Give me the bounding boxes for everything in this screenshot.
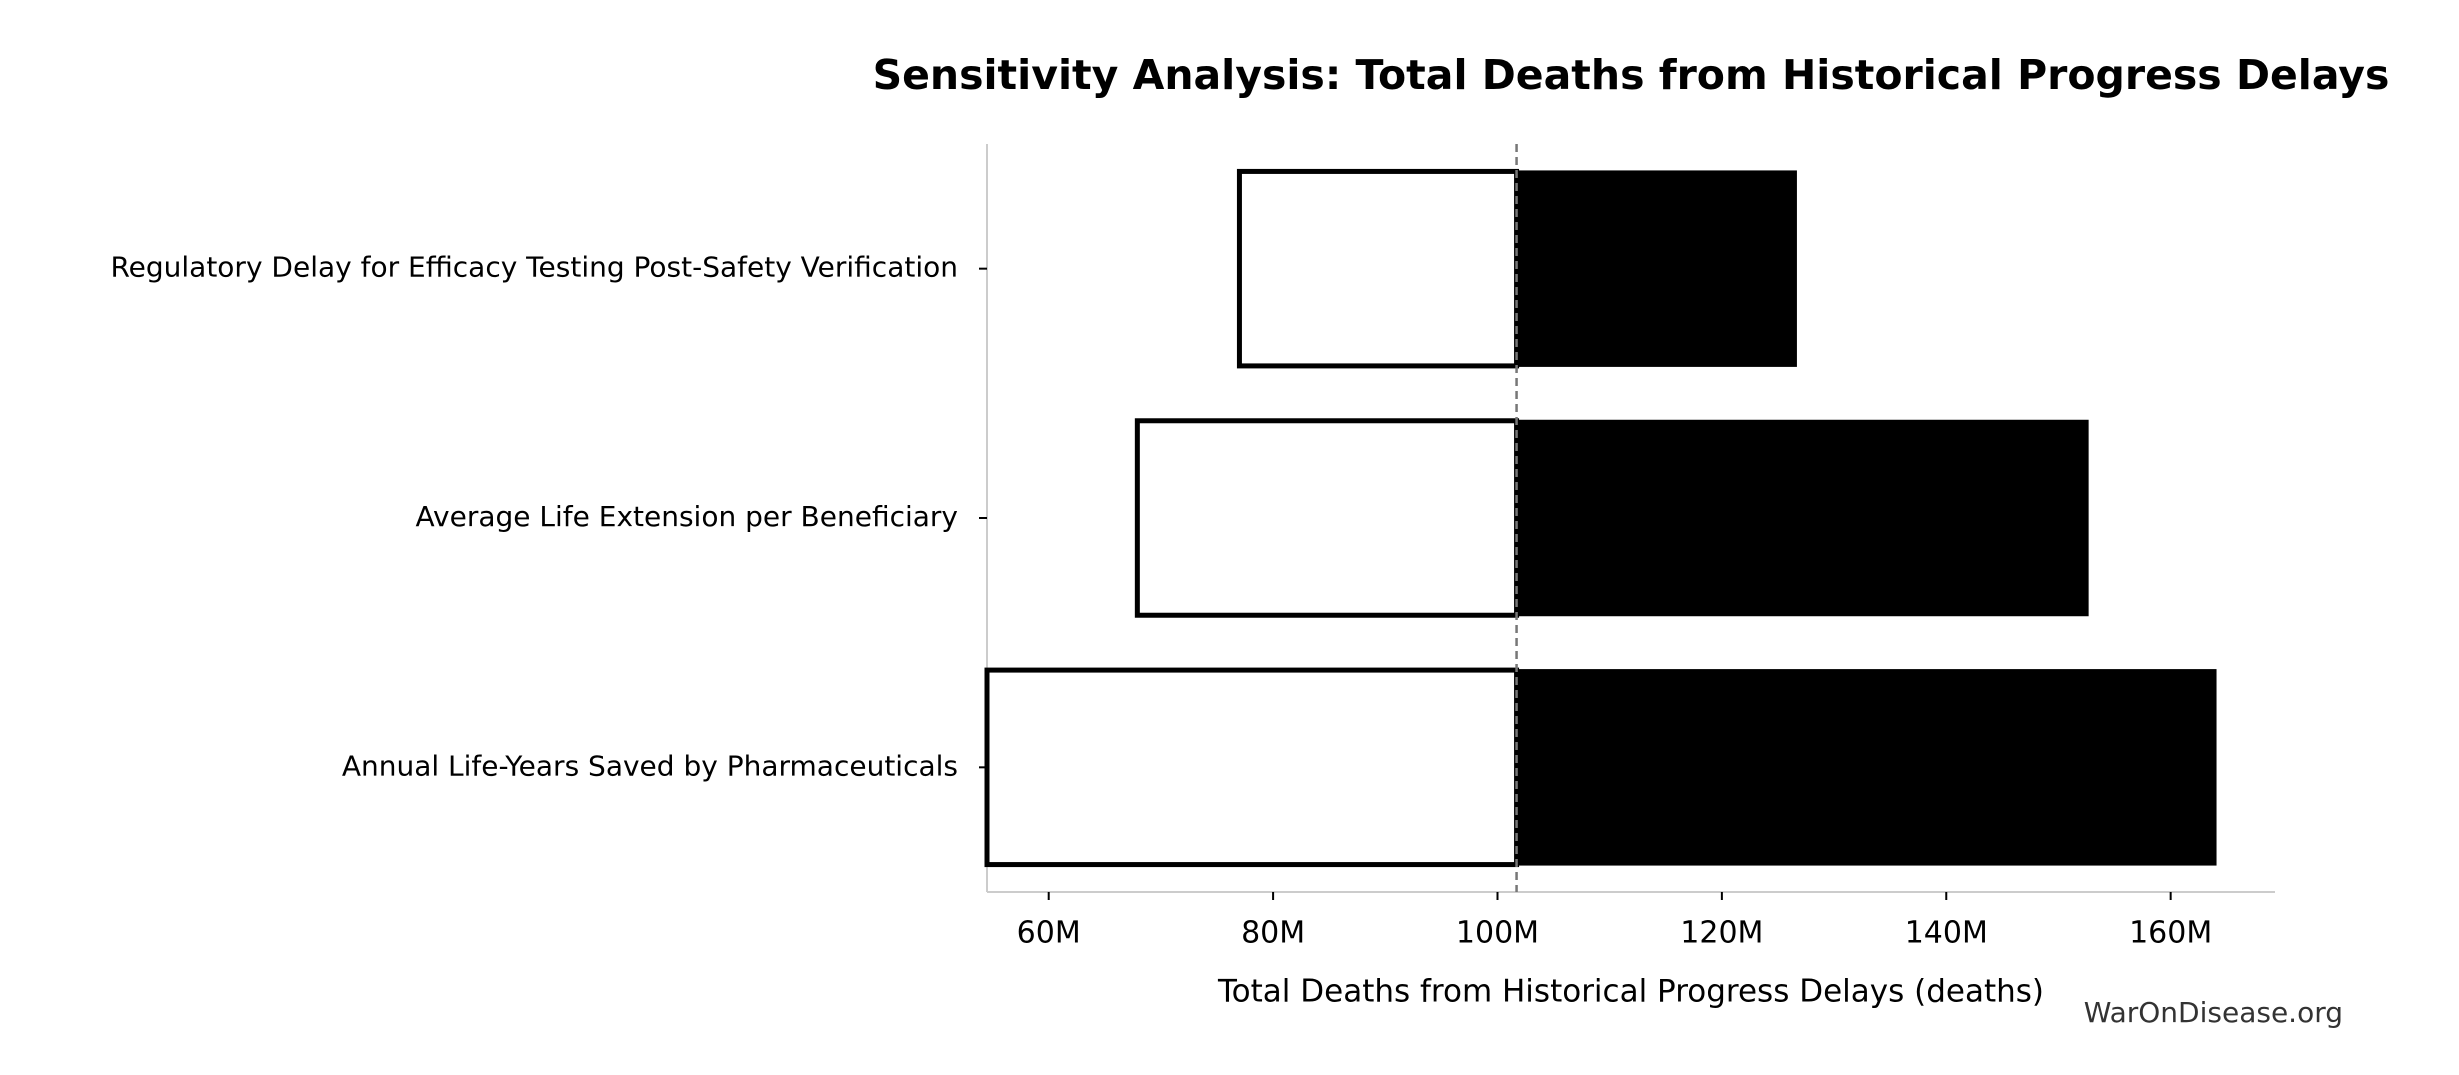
y-tick-label: Regulatory Delay for Efficacy Testing Po… xyxy=(110,251,958,284)
high-bar xyxy=(1515,669,2217,866)
y-tick-label: Average Life Extension per Beneficiary xyxy=(416,500,958,533)
chart-title: Sensitivity Analysis: Total Deaths from … xyxy=(873,51,2390,99)
x-tick-label: 60M xyxy=(1017,916,1081,951)
x-axis-label: Total Deaths from Historical Progress De… xyxy=(1217,974,2044,1010)
high-bar xyxy=(1515,419,2089,617)
x-tick-label: 160M xyxy=(2129,916,2212,951)
x-tick-label: 120M xyxy=(1680,916,1763,951)
y-tick-label: Annual Life-Years Saved by Pharmaceutica… xyxy=(342,749,958,782)
low-bar xyxy=(1236,168,1520,369)
x-tick-label: 140M xyxy=(1905,916,1988,951)
high-bar xyxy=(1515,170,1797,367)
source-label: WarOnDisease.org xyxy=(2084,996,2343,1029)
x-tick-label: 100M xyxy=(1456,916,1539,951)
low-bar xyxy=(984,667,1520,868)
x-tick-label: 80M xyxy=(1241,916,1305,951)
low-bar xyxy=(1134,418,1520,618)
